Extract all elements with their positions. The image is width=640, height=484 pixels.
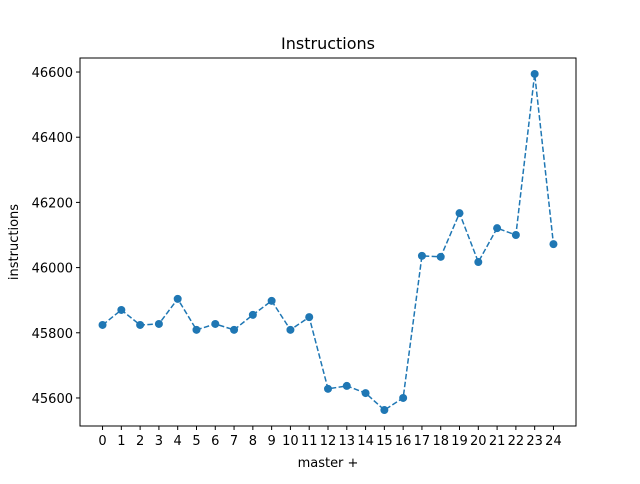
x-tick-label: 10 xyxy=(282,434,299,449)
x-tick-label: 19 xyxy=(451,434,468,449)
x-tick-label: 0 xyxy=(98,434,106,449)
y-tick-label: 46000 xyxy=(32,262,73,277)
x-tick-label: 14 xyxy=(357,434,374,449)
marker xyxy=(324,384,332,393)
x-tick-label: 16 xyxy=(395,434,412,449)
marker xyxy=(342,381,351,390)
marker xyxy=(436,252,445,261)
y-tick-label: 45800 xyxy=(32,327,73,342)
marker xyxy=(361,389,370,398)
marker xyxy=(192,325,201,334)
marker xyxy=(154,319,163,328)
x-tick-label: 7 xyxy=(230,434,238,449)
x-tick-label: 22 xyxy=(508,434,525,449)
y-tick-label: 46600 xyxy=(32,66,73,81)
x-tick-label: 15 xyxy=(376,434,393,449)
marker xyxy=(305,313,314,322)
marker xyxy=(530,69,539,78)
marker xyxy=(117,305,126,314)
x-tick-label: 20 xyxy=(470,434,487,449)
marker xyxy=(380,406,389,415)
marker xyxy=(493,224,502,233)
x-tick-label: 2 xyxy=(136,434,144,449)
x-tick-label: 4 xyxy=(174,434,182,449)
marker xyxy=(511,230,520,239)
marker xyxy=(286,325,295,334)
y-tick-label: 46400 xyxy=(32,131,73,146)
marker xyxy=(474,258,483,267)
marker xyxy=(399,393,408,402)
marker xyxy=(98,320,107,329)
marker xyxy=(211,319,220,328)
x-tick-label: 9 xyxy=(267,434,275,449)
plot-frame xyxy=(79,57,577,427)
x-tick-label: 18 xyxy=(432,434,449,449)
x-tick-label: 6 xyxy=(211,434,219,449)
x-tick-label: 1 xyxy=(117,434,125,449)
x-tick-label: 21 xyxy=(489,434,506,449)
x-tick-label: 17 xyxy=(414,434,431,449)
x-tick-label: 24 xyxy=(545,434,562,449)
y-tick-label: 45600 xyxy=(32,392,73,407)
x-tick-label: 5 xyxy=(192,434,200,449)
y-axis-label: instructions xyxy=(7,204,22,280)
chart-title: Instructions xyxy=(281,34,375,53)
x-tick-label: 3 xyxy=(155,434,163,449)
x-tick-label: 12 xyxy=(320,434,337,449)
marker xyxy=(417,251,426,260)
marker xyxy=(230,325,239,334)
marker xyxy=(267,296,276,305)
marker xyxy=(136,320,145,329)
marker xyxy=(248,310,257,319)
x-tick-label: 13 xyxy=(339,434,356,449)
y-tick-label: 46200 xyxy=(32,196,73,211)
line xyxy=(102,73,555,411)
x-tick-label: 23 xyxy=(526,434,543,449)
marker xyxy=(549,240,558,249)
x-tick-label: 8 xyxy=(249,434,257,449)
x-tick-label: 11 xyxy=(301,434,318,449)
marker xyxy=(173,294,182,303)
x-axis-label: master + xyxy=(298,456,359,471)
marker xyxy=(455,209,464,218)
